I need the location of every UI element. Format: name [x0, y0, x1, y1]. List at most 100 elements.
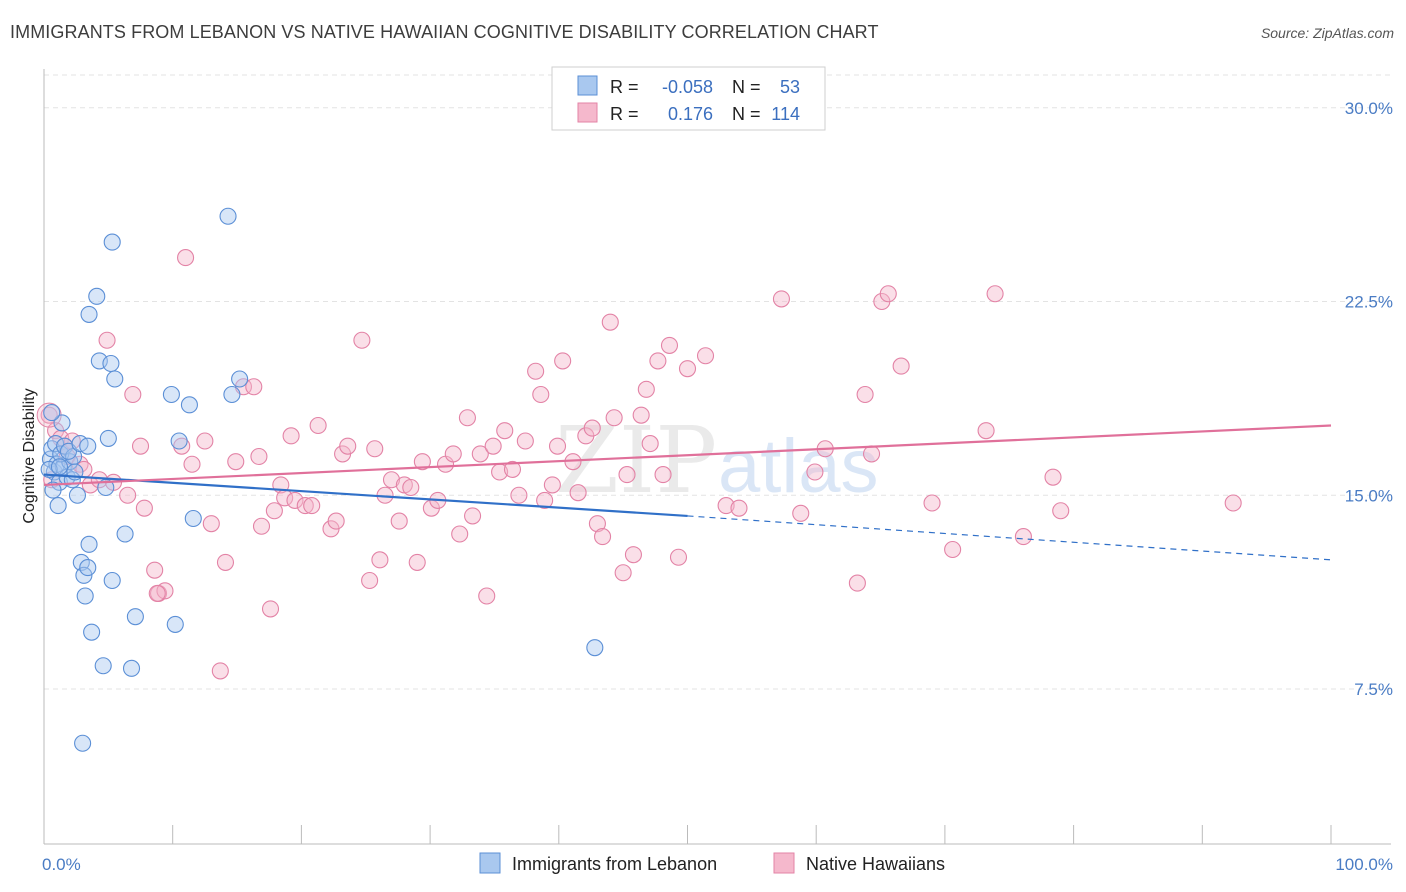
point-hawaiian-116 [1052, 502, 1070, 520]
point-lebanon-40 [94, 657, 112, 675]
point-hawaiian-33 [261, 600, 280, 618]
point-hawaiian-41 [309, 416, 327, 435]
point-hawaiian-117 [1224, 494, 1242, 512]
point-hawaiian-89 [632, 406, 650, 424]
point-hawaiian-111 [944, 540, 962, 559]
point-lebanon-43 [170, 432, 188, 450]
stats-legend-r-label-1: R = [610, 77, 639, 97]
point-hawaiian-54 [402, 478, 420, 497]
point-hawaiian-91 [641, 435, 659, 453]
point-lebanon-32 [99, 429, 117, 447]
point-hawaiian-85 [605, 409, 623, 427]
point-lebanon-33 [106, 370, 124, 388]
point-lebanon-26 [76, 587, 94, 605]
y-tick-label-1: 15.0% [1345, 486, 1393, 505]
stats-legend-r-value-2: 0.176 [668, 104, 713, 124]
point-hawaiian-43 [327, 512, 345, 530]
point-lebanon-42 [162, 385, 180, 404]
stats-legend-n-label-1: N = [732, 77, 761, 97]
point-hawaiian-100 [772, 290, 791, 308]
point-lebanon-14 [68, 486, 87, 504]
point-hawaiian-61 [451, 525, 469, 543]
point-hawaiian-52 [390, 512, 408, 530]
point-hawaiian-104 [848, 574, 866, 592]
point-hawaiian-82 [588, 515, 606, 533]
point-hawaiian-25 [202, 515, 220, 533]
point-lebanon-23 [80, 535, 98, 553]
trend-lines [43, 424, 1332, 561]
point-lebanon-27 [83, 623, 101, 641]
point-hawaiian-37 [282, 427, 300, 445]
point-hawaiian-112 [977, 422, 995, 440]
point-lebanon-18 [53, 414, 71, 432]
point-hawaiian-76 [548, 437, 567, 455]
point-hawaiian-68 [496, 422, 514, 440]
point-hawaiian-88 [624, 546, 642, 564]
y-axis-label: Cognitive Disability [21, 388, 38, 523]
point-lebanon-45 [184, 509, 202, 528]
point-hawaiian-31 [250, 447, 268, 466]
point-hawaiian-13 [119, 486, 137, 504]
point-lebanon-15 [40, 460, 58, 478]
point-hawaiian-48 [366, 440, 384, 458]
trend-line-lebanon [43, 473, 688, 518]
point-hawaiian-87 [618, 466, 636, 484]
point-hawaiian-105 [856, 385, 874, 404]
point-lebanon-49 [231, 370, 249, 388]
point-hawaiian-32 [252, 517, 271, 535]
point-hawaiian-62 [458, 409, 476, 427]
point-hawaiian-15 [131, 437, 150, 455]
point-lebanon-34 [103, 571, 121, 590]
y-tick-label-0: 7.5% [1354, 680, 1393, 699]
point-hawaiian-97 [696, 347, 715, 365]
point-hawaiian-94 [660, 336, 679, 354]
stats-legend-swatch-pink [577, 102, 598, 123]
point-hawaiian-90 [637, 380, 655, 398]
trend-line-lebanon-extension [687, 515, 1332, 561]
point-hawaiian-47 [361, 571, 379, 590]
point-lebanon-39 [122, 659, 141, 677]
series-legend-label-blue: Immigrants from Lebanon [512, 854, 717, 874]
point-hawaiian-109 [892, 357, 910, 375]
point-lebanon-13 [49, 497, 67, 515]
point-hawaiian-72 [527, 362, 545, 380]
point-hawaiian-108 [879, 285, 897, 303]
point-hawaiian-66 [484, 437, 502, 455]
point-hawaiian-113 [986, 285, 1004, 303]
point-hawaiian-26 [211, 662, 229, 680]
point-hawaiian-65 [478, 587, 496, 605]
series-legend: Immigrants from Lebanon Native Hawaiians [479, 852, 945, 874]
point-hawaiian-86 [614, 564, 632, 582]
point-hawaiian-69 [503, 460, 522, 478]
point-lebanon-37 [116, 525, 134, 543]
stats-legend-n-value-1: 53 [780, 77, 800, 97]
point-hawaiian-55 [408, 553, 426, 571]
point-lebanon-51 [50, 458, 68, 476]
point-hawaiian-14 [124, 385, 142, 404]
chart-source: Source: ZipAtlas.com [1260, 25, 1394, 41]
point-lebanon-10 [44, 481, 62, 499]
point-hawaiian-45 [339, 437, 357, 455]
series-legend-label-pink: Native Hawaiians [806, 854, 945, 874]
point-hawaiian-95 [669, 548, 688, 566]
point-lebanon-24 [75, 566, 93, 584]
point-lebanon-36 [103, 233, 121, 251]
point-hawaiian-70 [510, 486, 528, 504]
point-hawaiian-30 [245, 378, 263, 396]
point-lebanon-38 [126, 608, 144, 626]
point-hawaiian-46 [353, 331, 371, 349]
point-hawaiian-75 [543, 476, 561, 494]
point-hawaiian-92 [649, 352, 667, 370]
series-legend-swatch-blue [479, 852, 501, 874]
watermark: ZIP atlas [555, 407, 879, 514]
point-lebanon-47 [219, 207, 237, 225]
point-hawaiian-24 [196, 432, 214, 450]
y-tick-label-2: 22.5% [1345, 293, 1393, 312]
stats-legend-n-label-2: N = [732, 104, 761, 124]
x-tick-label-0: 0.0% [42, 855, 81, 874]
point-hawaiian-74 [536, 491, 554, 509]
point-hawaiian-10 [98, 331, 116, 349]
point-lebanon-21 [79, 437, 97, 455]
point-hawaiian-101 [792, 504, 810, 522]
